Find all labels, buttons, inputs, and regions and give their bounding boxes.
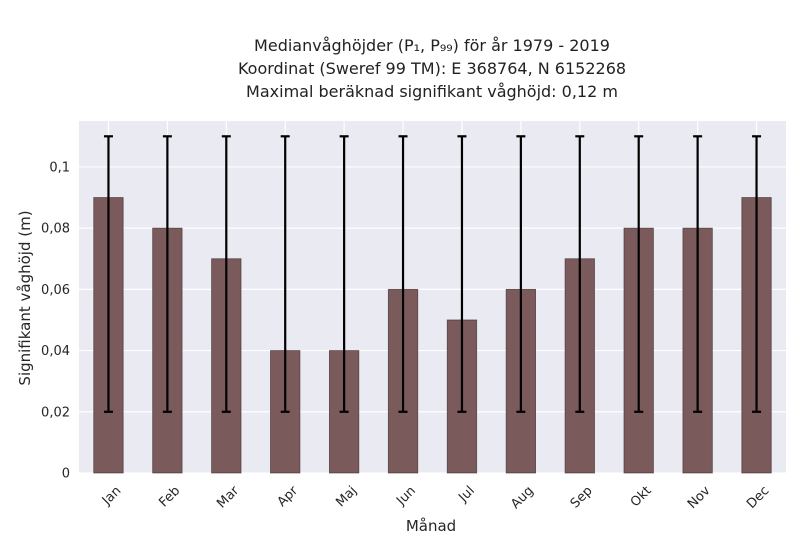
error-bar-nov — [693, 135, 703, 413]
error-bars — [103, 135, 762, 413]
x-axis-label: Månad — [406, 517, 456, 535]
error-bar-dec — [752, 135, 762, 413]
error-bar-okt — [634, 135, 644, 413]
y-tick-label: 0,1 — [49, 160, 70, 175]
error-bar-jun — [398, 135, 408, 413]
error-bar-jul — [457, 135, 467, 413]
error-bar-aug — [516, 135, 526, 413]
error-bar-feb — [162, 135, 172, 413]
y-tick-labels: 0 0,02 0,04 0,06 0,08 0,1 — [41, 160, 70, 481]
chart-title-line-1: Medianvåghöjder (P₁, P₉₉) för år 1979 - … — [254, 36, 610, 55]
y-tick-label: 0,08 — [41, 222, 70, 237]
chart-title-line-2: Koordinat (Sweref 99 TM): E 368764, N 61… — [238, 59, 626, 78]
y-tick-label: 0,06 — [41, 283, 70, 298]
plot-area — [79, 121, 786, 473]
y-axis-label: Signifikant våghöjd (m) — [16, 210, 34, 385]
y-tick-label: 0,02 — [41, 405, 70, 420]
y-tick-label: 0,04 — [41, 344, 70, 359]
error-bar-apr — [280, 135, 290, 413]
error-bar-maj — [339, 135, 349, 413]
error-bar-jan — [103, 135, 113, 413]
chart-title-line-3: Maximal beräknad signifikant våghöjd: 0,… — [246, 82, 618, 101]
y-tick-label: 0 — [62, 467, 70, 482]
error-bar-sep — [575, 135, 585, 413]
error-bar-mar — [221, 135, 231, 413]
